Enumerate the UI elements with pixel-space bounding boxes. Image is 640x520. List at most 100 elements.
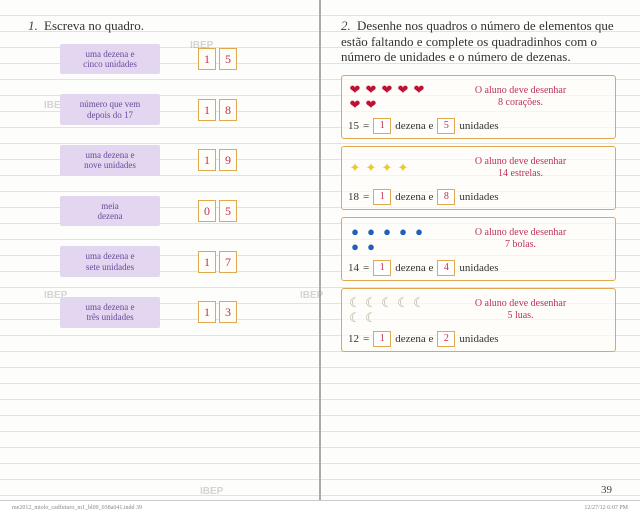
exercise-2-boxes: ❤❤❤❤❤❤❤O aluno deve desenhar8 corações.1… — [341, 75, 616, 352]
digit-tens: 0 — [198, 200, 216, 222]
box-top: ●●●●●●●O aluno deve desenhar7 bolas. — [348, 222, 609, 256]
teacher-note: O aluno deve desenhar14 estrelas. — [432, 156, 609, 180]
digit-tens: 1 — [198, 99, 216, 121]
dezena-box: 1 — [373, 331, 391, 347]
digit-units: 7 — [219, 251, 237, 273]
box-top: ✦✦✦✦O aluno deve desenhar14 estrelas. — [348, 151, 609, 185]
footer-filename: me2012_miolo_cadfuturo_m1_bl09_038a041.i… — [12, 505, 142, 516]
page-spread: 1. Escreva no quadro. uma dezena ecinco … — [0, 0, 640, 498]
page-number: 39 — [601, 484, 612, 496]
word-dezena: dezena e — [395, 191, 433, 203]
digit-tens: 1 — [198, 48, 216, 70]
shape-icon: ✦ — [348, 161, 362, 175]
dezena-box: 1 — [373, 118, 391, 134]
unidade-box: 4 — [437, 260, 455, 276]
shape-icon: ✦ — [396, 161, 410, 175]
exercise-1-row: uma dezena ecinco unidades15 — [60, 44, 297, 75]
print-footer: me2012_miolo_cadfuturo_m1_bl09_038a041.i… — [0, 500, 640, 520]
icon-group: ●●●●●●● — [348, 224, 432, 253]
row-label: uma dezena etrês unidades — [60, 297, 160, 328]
shape-icon: ❤ — [364, 97, 378, 111]
digit-units: 5 — [219, 200, 237, 222]
box-top: ❤❤❤❤❤❤❤O aluno deve desenhar8 corações. — [348, 80, 609, 114]
shape-icon: ❤ — [412, 82, 426, 96]
exercise-2-box: ☾☾☾☾☾☾☾O aluno deve desenhar5 luas.12=1d… — [341, 288, 616, 352]
icon-group: ☾☾☾☾☾☾☾ — [348, 295, 432, 324]
digit-pair: 15 — [198, 48, 237, 70]
left-page: 1. Escreva no quadro. uma dezena ecinco … — [0, 0, 319, 498]
total-value: 15 — [348, 120, 359, 132]
digit-pair: 17 — [198, 251, 237, 273]
shape-icon: ❤ — [396, 82, 410, 96]
box-equation: 18=1dezena e8unidades — [348, 189, 609, 205]
right-page: 2. Desenhe nos quadros o número de eleme… — [319, 0, 638, 498]
shape-icon: ● — [396, 224, 410, 238]
word-dezena: dezena e — [395, 333, 433, 345]
shape-icon: ❤ — [380, 82, 394, 96]
digit-units: 8 — [219, 99, 237, 121]
exercise-1-row: meiadezena05 — [60, 196, 297, 227]
exercise-1-row: uma dezena etrês unidades 13 — [60, 297, 297, 328]
exercise-1-row: número que vemdepois do 17 18 — [60, 94, 297, 125]
shape-icon: ☾ — [380, 295, 394, 309]
shape-icon: ● — [348, 224, 362, 238]
digit-units: 9 — [219, 149, 237, 171]
shape-icon: ❤ — [348, 82, 362, 96]
shape-icon: ☾ — [364, 295, 378, 309]
word-unidades: unidades — [459, 120, 498, 132]
box-equation: 12 = 1 dezena e 2 unidades — [348, 331, 609, 347]
digit-tens: 1 — [198, 301, 216, 323]
digit-pair: 19 — [198, 149, 237, 171]
icon-group: ❤❤❤❤❤❤❤ — [348, 82, 432, 111]
row-label: número que vemdepois do 17 — [60, 94, 160, 125]
shape-icon: ❤ — [348, 97, 362, 111]
shape-icon: ● — [412, 224, 426, 238]
exercise-1-row: uma dezena esete unidades17 — [60, 246, 297, 277]
digit-pair: 05 — [198, 200, 237, 222]
box-equation: 15 = 1 dezena e 5 unidades — [348, 118, 609, 134]
shape-icon: ● — [364, 239, 378, 253]
shape-icon: ● — [348, 239, 362, 253]
equals-sign: = — [363, 191, 369, 203]
exercise-2-box: ✦✦✦✦O aluno deve desenhar14 estrelas.18=… — [341, 146, 616, 210]
unidade-box: 2 — [437, 331, 455, 347]
word-dezena: dezena e — [395, 262, 433, 274]
digit-tens: 1 — [198, 251, 216, 273]
exercise-1-title: 1. Escreva no quadro. — [28, 18, 297, 34]
word-unidades: unidades — [459, 191, 498, 203]
equals-sign: = — [363, 262, 369, 274]
row-label: uma dezena enove unidades — [60, 145, 160, 176]
shape-icon: ☾ — [412, 295, 426, 309]
equals-sign: = — [363, 120, 369, 132]
shape-icon: ☾ — [396, 295, 410, 309]
unidade-box: 8 — [437, 189, 455, 205]
word-unidades: unidades — [459, 333, 498, 345]
total-value: 14 — [348, 262, 359, 274]
digit-pair: 13 — [198, 301, 237, 323]
box-equation: 14 = 1 dezena e 4 unidades — [348, 260, 609, 276]
word-unidades: unidades — [459, 262, 498, 274]
digit-units: 5 — [219, 48, 237, 70]
exercise-2-number: 2. — [341, 18, 351, 33]
digit-units: 3 — [219, 301, 237, 323]
icon-group: ✦✦✦✦ — [348, 161, 432, 175]
dezena-box: 1 — [373, 260, 391, 276]
exercise-1-rows: uma dezena ecinco unidades15 número que v… — [28, 44, 297, 328]
equals-sign: = — [363, 333, 369, 345]
teacher-note: O aluno deve desenhar7 bolas. — [432, 227, 609, 251]
total-value: 12 — [348, 333, 359, 345]
shape-icon: ☾ — [348, 310, 362, 324]
teacher-note: O aluno deve desenhar5 luas. — [432, 298, 609, 322]
shape-icon: ❤ — [364, 82, 378, 96]
teacher-note: O aluno deve desenhar8 corações. — [432, 85, 609, 109]
shape-icon: ☾ — [364, 310, 378, 324]
digit-tens: 1 — [198, 149, 216, 171]
exercise-2-box: ●●●●●●●O aluno deve desenhar7 bolas.14=1… — [341, 217, 616, 281]
shape-icon: ☾ — [348, 295, 362, 309]
exercise-1-number: 1. — [28, 18, 38, 33]
exercise-1-row: uma dezena enove unidades 19 — [60, 145, 297, 176]
word-dezena: dezena e — [395, 120, 433, 132]
unidade-box: 5 — [437, 118, 455, 134]
exercise-1-text: Escreva no quadro. — [44, 18, 144, 33]
shape-icon: ● — [364, 224, 378, 238]
